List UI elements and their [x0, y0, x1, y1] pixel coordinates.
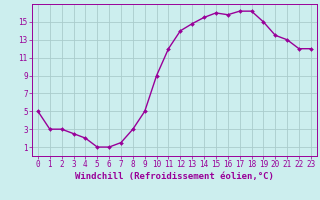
X-axis label: Windchill (Refroidissement éolien,°C): Windchill (Refroidissement éolien,°C)	[75, 172, 274, 181]
